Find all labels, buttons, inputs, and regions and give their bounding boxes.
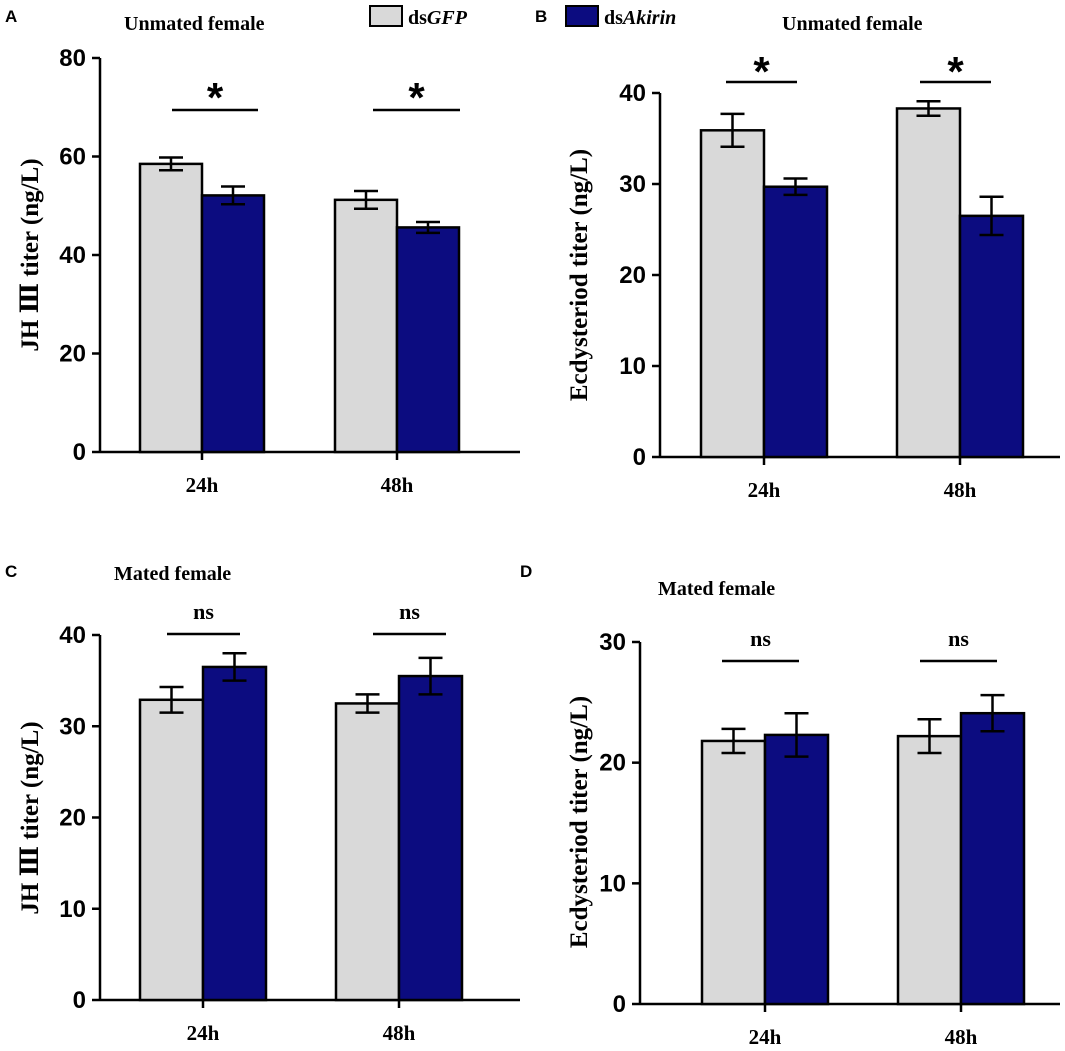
y-tick-label: 20 (59, 341, 86, 368)
y-tick-label: 40 (59, 622, 86, 649)
significance-marker: * (753, 48, 770, 95)
x-tick-label: 24h (186, 473, 219, 497)
bar-dsakirin-48h (960, 216, 1023, 457)
bar-dsgfp-48h (897, 108, 960, 457)
y-tick-label: 20 (59, 805, 86, 832)
y-tick-label: 60 (59, 144, 86, 171)
x-tick-label: 24h (749, 1025, 782, 1049)
chart-panel-d: D Mated female Ecdysteriod titer (ng/L) 0 10… (520, 562, 1060, 1049)
y-tick-label: 80 (59, 45, 86, 72)
bar-dsgfp-48h (898, 736, 961, 1004)
y-tick-label: 20 (599, 750, 626, 777)
legend: dsGFP dsAkirin (370, 6, 676, 29)
panel-letter: A (5, 7, 17, 26)
y-axis-label: JH Ⅲ titer (ng/L) (17, 158, 44, 351)
significance-marker: * (947, 48, 964, 95)
legend-swatch-dsakirin (566, 6, 598, 26)
y-tick-label: 40 (619, 80, 646, 107)
x-tick-label: 24h (187, 1021, 220, 1045)
bar-dsakirin-24h (203, 667, 266, 1000)
y-tick-label: 10 (59, 896, 86, 923)
significance-marker: * (207, 74, 224, 121)
y-tick-label: 30 (59, 713, 86, 740)
bar-dsakirin-24h (764, 187, 827, 457)
bar-dsgfp-48h (335, 200, 397, 452)
chart-title: Unmated female (124, 13, 265, 35)
y-tick-label: 0 (73, 987, 86, 1014)
bar-dsakirin-48h (399, 676, 462, 1000)
x-tick-label: 48h (945, 1025, 978, 1049)
bar-dsgfp-24h (140, 164, 202, 452)
chart-panel-c: C Mated female JH Ⅲ titer (ng/L) 0 10 20 30 40 2… (5, 562, 520, 1045)
y-axis-label: JH Ⅲ titer (ng/L) (17, 721, 44, 914)
figure: dsGFP dsAkirin A Unmated female JH Ⅲ titer… (0, 0, 1065, 1051)
significance-marker: ns (750, 626, 771, 651)
bar-dsakirin-24h (202, 195, 264, 452)
panel-letter: C (5, 562, 17, 581)
bar-dsgfp-24h (140, 700, 203, 1000)
chart-panel-b: B Unmated female Ecdysteriod titer (ng/L) 0… (535, 7, 1060, 502)
bar-dsakirin-48h (397, 227, 459, 452)
bar-dsgfp-24h (702, 741, 765, 1004)
y-tick-label: 20 (619, 262, 646, 289)
bar-dsakirin-24h (765, 735, 828, 1004)
y-tick-label: 30 (619, 171, 646, 198)
legend-label-dsgfp: dsGFP (408, 7, 468, 29)
bar-dsgfp-24h (701, 130, 764, 457)
y-tick-label: 40 (59, 242, 86, 269)
panel-letter: D (520, 562, 532, 581)
legend-swatch-dsgfp (370, 6, 402, 26)
chart-title: Mated female (658, 578, 775, 600)
y-tick-label: 0 (613, 991, 626, 1018)
y-tick-label: 0 (73, 439, 86, 466)
significance-marker: * (408, 74, 425, 121)
chart-title: Unmated female (782, 13, 923, 35)
x-tick-label: 48h (944, 478, 977, 502)
bar-dsakirin-48h (961, 713, 1024, 1004)
chart-panels: A Unmated female JH Ⅲ titer (ng/L) 0 20 40 60 8… (5, 7, 1060, 1049)
y-tick-label: 0 (633, 444, 646, 471)
bar-dsgfp-48h (336, 703, 399, 1000)
y-tick-label: 10 (619, 353, 646, 380)
legend-label-dsakirin: dsAkirin (604, 7, 676, 29)
x-tick-label: 48h (381, 473, 414, 497)
x-tick-label: 48h (383, 1021, 416, 1045)
significance-marker: ns (399, 599, 420, 624)
y-axis-label: Ecdysteriod titer (ng/L) (566, 149, 593, 401)
y-tick-label: 10 (599, 870, 626, 897)
x-tick-label: 24h (748, 478, 781, 502)
panel-letter: B (535, 7, 547, 26)
chart-panel-a: A Unmated female JH Ⅲ titer (ng/L) 0 20 40 60 8… (5, 7, 520, 497)
y-tick-label: 30 (599, 629, 626, 656)
chart-title: Mated female (114, 563, 231, 585)
y-axis-label: Ecdysteriod titer (ng/L) (566, 696, 593, 948)
significance-marker: ns (193, 599, 214, 624)
significance-marker: ns (948, 626, 969, 651)
